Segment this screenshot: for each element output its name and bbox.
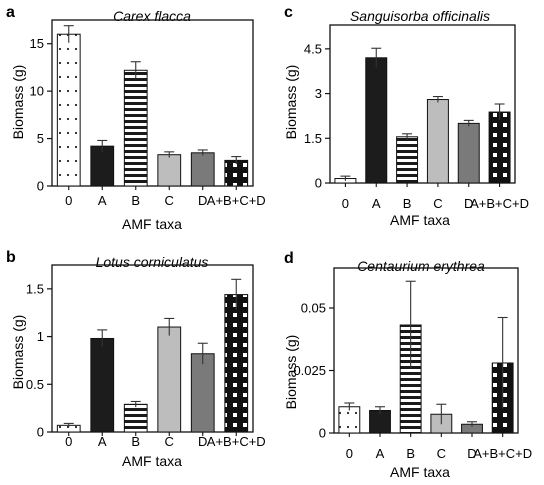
y-tick-label: 0 — [315, 176, 322, 191]
bar — [157, 326, 182, 433]
x-tick-label: D — [464, 196, 473, 211]
bar — [338, 406, 361, 434]
y-axis-label: Biomass (g) — [10, 315, 26, 390]
x-tick-label: B — [403, 196, 412, 211]
plot-frame — [329, 24, 516, 184]
bar — [365, 57, 388, 184]
plot-area: 0 0.025 0.05 0 A B C DA+B+C+D — [293, 267, 532, 461]
x-tick-label: 0 — [346, 446, 353, 461]
y-tick-label: 10 — [30, 84, 44, 99]
chart-panel-c: c Sanguisorba officinalis Biomass (g) AM… — [283, 4, 529, 228]
x-tick-label: C — [165, 434, 174, 449]
bar — [157, 154, 182, 187]
y-tick-label: 1.5 — [26, 281, 44, 296]
y-axis-label: Biomass (g) — [283, 65, 299, 140]
x-tick-label: C — [437, 446, 446, 461]
chart-title: Centaurium erythrea — [357, 258, 485, 274]
bar — [426, 99, 449, 184]
y-tick-label: 5 — [37, 131, 44, 146]
bar — [224, 294, 249, 433]
bar — [224, 159, 249, 187]
x-tick-label: B — [131, 434, 140, 449]
x-tick-label: 0 — [65, 434, 72, 449]
bar — [190, 152, 215, 187]
y-tick-label: 0 — [37, 425, 44, 440]
x-tick-label: 0 — [342, 196, 349, 211]
x-tick-label: B — [131, 193, 140, 208]
x-tick-label: D — [467, 446, 476, 461]
x-tick-label: A+B+C+D — [207, 193, 266, 208]
x-axis-label: AMF taxa — [390, 212, 450, 228]
bar — [123, 69, 148, 187]
chart-panel-b: b Lotus corniculatus Biomass (g) AMF tax… — [6, 249, 266, 469]
x-tick-label: A+B+C+D — [473, 446, 532, 461]
x-tick-label: D — [198, 193, 207, 208]
x-tick-label: A — [98, 193, 107, 208]
bar — [488, 111, 511, 184]
panel-letter: a — [6, 4, 15, 21]
y-tick-label: 0.5 — [26, 377, 44, 392]
plot-frame — [333, 267, 519, 434]
x-tick-label: D — [198, 434, 207, 449]
plot-area: 0 5 10 15 0 A B C D A+B+C+D — [30, 19, 266, 208]
y-axis-label: Biomass (g) — [283, 335, 299, 410]
x-tick-label: A — [376, 446, 385, 461]
x-axis-label: AMF taxa — [122, 216, 182, 232]
bar — [90, 337, 115, 433]
x-tick-label: A+B+C+D — [207, 434, 266, 449]
panel-letter: d — [284, 250, 294, 267]
y-tick-label: 0 — [319, 426, 326, 441]
bar — [457, 122, 480, 184]
x-tick-label: 0 — [65, 193, 72, 208]
x-tick-label: A — [372, 196, 381, 211]
x-axis-label: AMF taxa — [122, 453, 182, 469]
y-tick-label: 0 — [37, 179, 44, 194]
x-tick-label: B — [406, 446, 415, 461]
chart-title: Carex flacca — [113, 8, 191, 24]
chart-panel-d: d Centaurium erythrea Biomass (g) AMF ta… — [283, 250, 532, 480]
y-tick-label: 4.5 — [304, 41, 322, 56]
y-tick-label: 3 — [315, 86, 322, 101]
plot-frame — [51, 19, 254, 187]
x-axis-label: AMF taxa — [390, 464, 450, 480]
bar — [56, 33, 81, 187]
x-tick-label: A+B+C+D — [470, 196, 529, 211]
x-tick-label: C — [165, 193, 174, 208]
y-tick-label: 1 — [37, 329, 44, 344]
plot-area: 0 0.5 1 1.5 0 A B C D A+B+C+D — [26, 264, 266, 449]
panel-letter: b — [6, 249, 16, 266]
x-tick-label: C — [433, 196, 442, 211]
y-tick-label: 15 — [30, 36, 44, 51]
x-tick-label: A — [98, 434, 107, 449]
bar — [396, 136, 419, 184]
chart-panel-a: a Carex flacca Biomass (g) AMF taxa 0 5 10… — [6, 4, 266, 232]
panel-letter: c — [284, 4, 293, 21]
plot-frame — [51, 264, 254, 433]
y-tick-label: 0.025 — [293, 363, 326, 378]
bar — [123, 403, 148, 433]
plot-area: 0 1.5 3 4.5 0 A B C DA+B+C+D — [304, 24, 529, 211]
y-tick-label: 0.05 — [301, 301, 326, 316]
y-tick-label: 1.5 — [304, 131, 322, 146]
chart-title: Lotus corniculatus — [96, 254, 209, 270]
chart-title: Sanguisorba officinalis — [350, 8, 490, 24]
bar — [90, 145, 115, 187]
bar — [190, 353, 215, 433]
y-axis-label: Biomass (g) — [10, 65, 26, 140]
